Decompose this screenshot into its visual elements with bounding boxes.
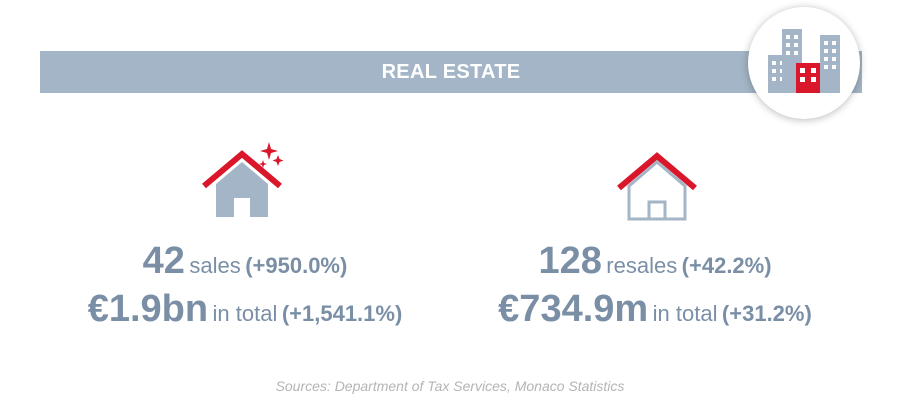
section-title: REAL ESTATE: [381, 61, 521, 83]
sales-label: sales: [189, 253, 241, 278]
resales-total-change: (+31.2%): [721, 301, 812, 326]
resales-count: 128: [538, 240, 602, 282]
new-house-icon: [202, 142, 284, 217]
sales-total-label: in total: [212, 301, 278, 326]
resales-amount: €734.9m: [498, 288, 649, 330]
resales-total-stat: €734.9m in total (+31.2%): [455, 288, 855, 331]
sales-total-change: (+1,541.1%): [281, 301, 403, 326]
badge-circle: [748, 7, 860, 119]
sales-stat: 42 sales (+950.0%): [40, 240, 450, 283]
buildings-icon: [768, 29, 840, 93]
resales-total-label: in total: [652, 301, 718, 326]
resales-change: (+42.2%): [681, 253, 772, 278]
sales-total-stat: €1.9bn in total (+1,541.1%): [40, 288, 450, 331]
title-banner: REAL ESTATE: [40, 51, 862, 93]
sales-change: (+950.0%): [245, 253, 348, 278]
source-note: Sources: Department of Tax Services, Mon…: [275, 378, 625, 394]
sales-count: 42: [142, 240, 185, 282]
sales-amount: €1.9bn: [87, 288, 209, 330]
house-outline-icon: [617, 152, 697, 221]
resales-stat: 128 resales (+42.2%): [455, 240, 855, 283]
resales-label: resales: [606, 253, 678, 278]
